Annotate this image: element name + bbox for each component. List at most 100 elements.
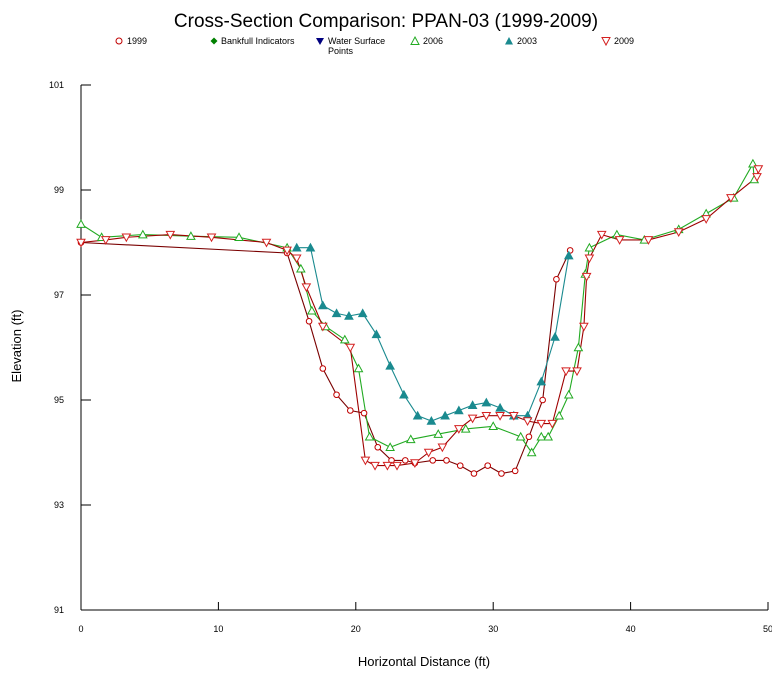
data-point-2009 bbox=[121, 233, 132, 243]
data-point-2003 bbox=[495, 402, 505, 412]
x-axis-label: Horizontal Distance (ft) bbox=[358, 654, 490, 669]
data-point-2006 bbox=[405, 434, 416, 444]
legend-marker-2009 bbox=[601, 37, 611, 47]
data-point-2003 bbox=[371, 329, 382, 339]
data-point-2003 bbox=[344, 310, 354, 320]
data-point-2003 bbox=[426, 415, 437, 425]
data-point-2009 bbox=[572, 367, 582, 377]
data-point-1999 bbox=[347, 407, 354, 414]
x-tick-label: 10 bbox=[213, 624, 223, 634]
legend-marker-bankfull bbox=[210, 37, 218, 45]
data-point-2006 bbox=[460, 423, 471, 433]
legend-item-2003: 2003 bbox=[505, 36, 537, 46]
series-layer bbox=[76, 158, 764, 477]
data-point-2009 bbox=[317, 322, 328, 332]
data-point-2009 bbox=[467, 414, 478, 424]
data-point-2003 bbox=[550, 331, 560, 341]
data-point-2006 bbox=[306, 305, 317, 315]
data-point-2006 bbox=[364, 431, 375, 441]
x-tick-label: 30 bbox=[488, 624, 498, 634]
data-point-2006 bbox=[76, 219, 86, 228]
data-point-2009 bbox=[392, 461, 402, 471]
data-point-2006 bbox=[554, 410, 565, 420]
data-point-1999 bbox=[333, 391, 340, 399]
data-point-1999 bbox=[470, 470, 478, 477]
data-point-2006 bbox=[573, 342, 584, 352]
data-point-2009 bbox=[206, 233, 217, 243]
data-point-2009 bbox=[701, 215, 712, 224]
chart-title: Cross-Section Comparison: PPAN-03 (1999-… bbox=[174, 11, 598, 32]
axes: 0 10 20 30 40 50 91 93 95 97 99 101 bbox=[49, 80, 772, 634]
legend-item-bankfull: Bankfull Indicators bbox=[210, 36, 295, 46]
y-tick-label: 101 bbox=[49, 80, 64, 90]
data-point-2003 bbox=[454, 405, 464, 415]
legend-label-2003: 2003 bbox=[517, 36, 537, 46]
data-point-2009 bbox=[579, 322, 589, 332]
data-point-1999 bbox=[539, 396, 546, 404]
data-point-1999 bbox=[553, 275, 560, 283]
data-point-2006 bbox=[186, 231, 196, 240]
data-point-2009 bbox=[360, 456, 371, 466]
data-point-2006 bbox=[584, 242, 595, 252]
y-tick-label: 99 bbox=[54, 185, 64, 195]
data-point-2009 bbox=[643, 236, 654, 245]
data-point-1999 bbox=[319, 365, 327, 372]
data-point-1999 bbox=[401, 457, 409, 464]
data-point-1999 bbox=[305, 317, 313, 325]
data-point-2006 bbox=[515, 431, 526, 441]
data-point-2006 bbox=[353, 363, 364, 373]
data-point-2006 bbox=[563, 389, 574, 399]
data-point-2006 bbox=[433, 429, 444, 438]
data-point-2003 bbox=[563, 250, 574, 260]
data-point-1999 bbox=[429, 457, 437, 464]
legend-marker-1999 bbox=[115, 37, 123, 45]
data-point-2006 bbox=[295, 263, 306, 273]
data-point-2009 bbox=[547, 419, 558, 429]
y-tick-label: 91 bbox=[54, 605, 64, 615]
data-point-1999 bbox=[443, 457, 450, 464]
data-point-2009 bbox=[673, 228, 684, 238]
data-point-2009 bbox=[536, 419, 547, 429]
data-point-2003 bbox=[385, 360, 395, 370]
data-point-2009 bbox=[282, 246, 292, 256]
data-point-2009 bbox=[261, 238, 272, 248]
data-point-2009 bbox=[584, 254, 595, 264]
data-point-2003 bbox=[291, 242, 302, 252]
legend-item-2009: 2009 bbox=[601, 36, 634, 47]
data-point-1999 bbox=[360, 409, 368, 417]
x-tick-label: 0 bbox=[78, 624, 83, 634]
data-point-2009 bbox=[301, 283, 312, 293]
legend-label-bankfull: Bankfull Indicators bbox=[221, 36, 295, 46]
y-tick-label: 93 bbox=[54, 500, 64, 510]
legend-label-2009: 2009 bbox=[614, 36, 634, 46]
legend-item-1999: 1999 bbox=[115, 36, 147, 46]
data-point-2003 bbox=[412, 410, 423, 420]
y-axis-label: Elevation (ft) bbox=[9, 310, 24, 383]
x-tick-label: 50 bbox=[763, 624, 772, 634]
legend-label-water-surface-line2: Points bbox=[328, 46, 354, 56]
data-point-2009 bbox=[454, 425, 464, 434]
data-point-2009 bbox=[581, 272, 592, 282]
data-point-2006 bbox=[543, 431, 554, 441]
data-point-2009 bbox=[410, 459, 420, 469]
x-tick-label: 40 bbox=[626, 624, 636, 634]
legend-marker-2003 bbox=[505, 37, 513, 45]
data-point-1999 bbox=[484, 462, 492, 469]
x-tick-label: 20 bbox=[351, 624, 361, 634]
data-point-2009 bbox=[561, 367, 571, 377]
data-point-2009 bbox=[508, 412, 519, 421]
legend-marker-water-surface bbox=[316, 38, 324, 45]
data-point-2009 bbox=[481, 412, 492, 421]
legend: 1999 Bankfull Indicators Water Surface Po… bbox=[115, 35, 634, 56]
legend-item-water-surface: Water Surface Points bbox=[316, 36, 385, 56]
data-point-2006 bbox=[385, 442, 395, 451]
y-tick-label: 97 bbox=[54, 290, 64, 300]
data-point-2009 bbox=[345, 343, 356, 353]
data-point-2009 bbox=[423, 448, 434, 458]
series-line-2006 bbox=[80, 161, 755, 454]
data-point-2009 bbox=[291, 254, 302, 264]
data-point-2003 bbox=[481, 397, 492, 407]
data-point-1999 bbox=[498, 470, 505, 477]
legend-label-1999: 1999 bbox=[127, 36, 147, 46]
